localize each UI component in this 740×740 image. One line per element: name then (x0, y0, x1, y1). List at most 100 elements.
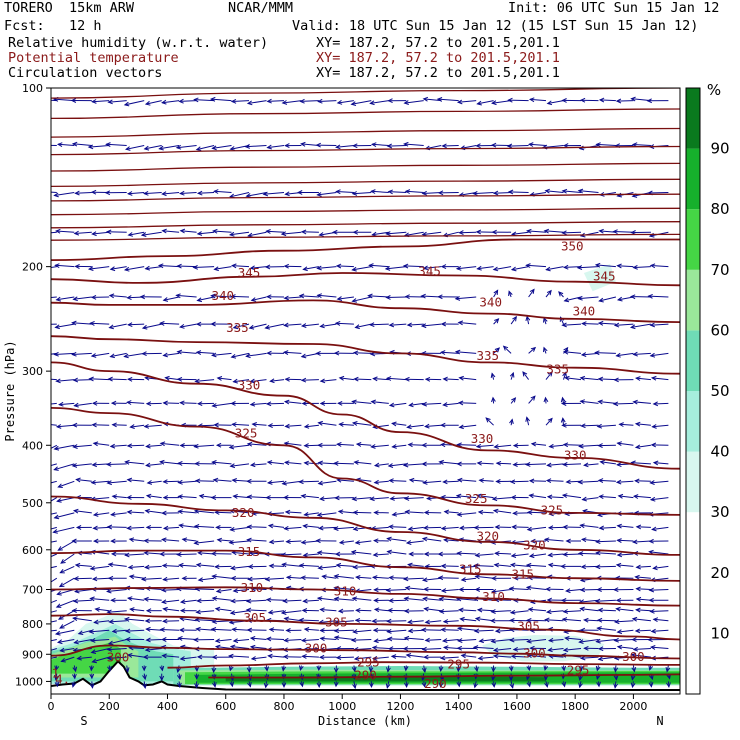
vector-head (193, 540, 199, 546)
vector-arrow (51, 378, 57, 381)
vector-head (335, 189, 341, 195)
vector-arrow (615, 352, 634, 358)
vector-arrow (334, 495, 354, 501)
vector-head (577, 295, 583, 301)
vector-shaft (408, 526, 424, 530)
vector-arrow (194, 461, 215, 467)
vector-arrow (281, 480, 302, 486)
vector-shaft (334, 598, 354, 601)
vector-arrow (179, 599, 197, 605)
vector-head (408, 551, 414, 557)
vector-arrow (509, 637, 529, 643)
vector-arrow (145, 462, 162, 468)
vector-arrow (123, 266, 145, 272)
vector-arrow (229, 644, 250, 650)
vector-head (162, 576, 168, 582)
vector-arrow (524, 462, 547, 467)
vector-shaft (635, 444, 651, 448)
contour-label: 315 (512, 566, 535, 581)
vector-arrow (477, 509, 494, 515)
vector-arrow (649, 645, 669, 650)
vector-shaft (128, 654, 145, 658)
contour-label: 300 (305, 641, 328, 656)
vector-arrow (303, 460, 319, 466)
vector-head (390, 654, 397, 659)
vector-arrow (159, 627, 180, 633)
vector-head (162, 618, 168, 624)
vector-head (528, 493, 534, 499)
contour-label: 320 (477, 529, 500, 544)
vector-arrow (90, 352, 110, 358)
vector-shaft (386, 377, 407, 381)
vector-shaft (130, 424, 145, 428)
vector-arrow (492, 647, 512, 653)
y-tick-label: 600 (22, 544, 43, 557)
vector-arrow (543, 316, 548, 325)
vector-shaft (108, 656, 127, 659)
vector-head (195, 146, 202, 151)
vector-head (459, 616, 465, 622)
x-end-right: N (656, 714, 663, 728)
vector-arrow (175, 293, 197, 299)
vector-arrow (251, 422, 267, 427)
vector-head (229, 644, 236, 650)
vector-shaft (636, 598, 651, 601)
vector-head (76, 655, 82, 661)
vector-head (525, 263, 531, 268)
contour-label: 295 (357, 655, 380, 670)
contour-label: 325 (465, 491, 488, 506)
vector-arrow (562, 609, 582, 614)
vector-arrow (142, 681, 147, 690)
vector-head (298, 293, 305, 299)
vector-arrow (281, 100, 302, 105)
vector-arrow (508, 665, 514, 672)
vector-shaft (387, 638, 407, 640)
vector-head (370, 444, 376, 449)
vector-shaft (369, 264, 389, 268)
vector-arrow (51, 526, 57, 530)
vector-shaft (510, 480, 529, 483)
vector-arrow (563, 143, 582, 149)
terrain (51, 659, 680, 694)
vector-head (547, 637, 554, 643)
vector-shaft (653, 618, 669, 622)
vector-head (215, 442, 222, 448)
vector-arrow (353, 656, 372, 661)
vector-arrow (124, 628, 145, 634)
vector-shaft (562, 231, 582, 234)
vector-arrow (51, 463, 57, 467)
y-axis-label: Pressure (hPa) (3, 340, 17, 441)
vector-shaft (95, 608, 110, 612)
vector-head (403, 682, 409, 688)
vector-arrow (512, 443, 529, 448)
vector-shaft (372, 231, 389, 236)
vector-arrow (231, 627, 250, 632)
vector-arrow (634, 421, 651, 427)
vector-shaft (371, 526, 389, 530)
vector-shaft (78, 629, 92, 635)
vector-shaft (231, 100, 250, 102)
vector-head (386, 143, 393, 149)
vector-arrow (564, 636, 582, 641)
vector-arrow (420, 627, 442, 633)
vector-arrow (145, 401, 162, 407)
vector-head (303, 460, 309, 466)
vector-shaft (632, 618, 651, 622)
vector-shaft (492, 589, 512, 593)
vector-shaft (284, 442, 302, 446)
vector-shaft (334, 526, 354, 530)
vector-arrow (71, 141, 92, 147)
vector-arrow (596, 681, 601, 688)
vector-head (583, 645, 589, 651)
vector-head (193, 443, 199, 449)
vector-shaft (389, 577, 407, 579)
vector-shaft (545, 619, 564, 622)
vector-shaft (77, 656, 92, 660)
contour-label: 300 (523, 646, 546, 661)
vector-shaft (352, 497, 372, 500)
vector-head (338, 422, 344, 427)
vector-shaft (375, 463, 389, 467)
vector-arrow (406, 322, 424, 328)
vector-head (615, 606, 621, 612)
vector-head (126, 525, 132, 531)
